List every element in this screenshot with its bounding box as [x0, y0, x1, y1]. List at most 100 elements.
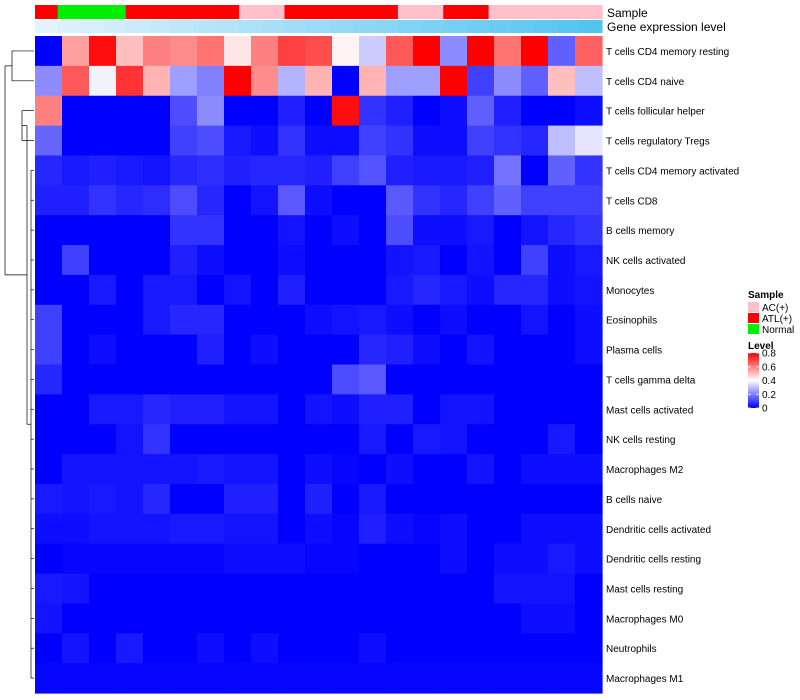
heatmap-cell — [467, 394, 495, 425]
heatmap-cell — [197, 633, 225, 664]
heatmap-cell — [359, 304, 387, 336]
heatmap-cell — [35, 304, 63, 336]
heatmap-cell — [548, 573, 576, 605]
sample-annotation-cell — [216, 5, 240, 19]
row-label: Neutrophils — [606, 644, 657, 655]
heatmap-cell — [332, 245, 360, 276]
heatmap-cell — [116, 454, 144, 485]
heatmap-cell — [278, 155, 306, 186]
heatmap-cell — [305, 215, 333, 246]
heatmap-cell — [170, 394, 198, 425]
level-tick-label: 0.8 — [762, 349, 776, 360]
heatmap-cell — [197, 543, 225, 575]
heatmap-cell — [494, 633, 522, 664]
heatmap-cell — [359, 513, 387, 545]
heatmap-cell — [386, 155, 414, 186]
heatmap-cell — [413, 454, 441, 485]
sample-annotation-cell — [488, 5, 512, 19]
heatmap-cell — [494, 125, 522, 157]
heatmap-cell — [305, 424, 333, 455]
sample-annotation-cell — [148, 5, 172, 19]
row-label: NK cells resting — [606, 435, 675, 446]
heatmap-cell — [440, 394, 468, 425]
heatmap-cell — [305, 304, 333, 336]
heatmap-cell — [440, 95, 468, 127]
heatmap-cell — [440, 454, 468, 485]
heatmap-cell — [116, 483, 144, 515]
heatmap-cell — [521, 36, 549, 67]
expression-annotation-cell — [443, 20, 467, 33]
heatmap-cell — [521, 513, 549, 545]
heatmap-cell — [359, 394, 387, 425]
heatmap-cell — [575, 215, 603, 246]
heatmap-cell — [521, 65, 549, 97]
sample-annotation-cell — [556, 5, 580, 19]
heatmap-cell — [521, 424, 549, 455]
heatmap-cell — [35, 603, 63, 634]
heatmap-cell — [386, 304, 414, 336]
heatmap-cell — [386, 245, 414, 276]
heatmap-cell — [143, 36, 171, 67]
heatmap-cell — [413, 185, 441, 216]
expression-annotation-cell — [329, 20, 354, 33]
heatmap-cell — [251, 36, 279, 67]
heatmap-cell — [332, 513, 360, 545]
heatmap-cell — [251, 185, 279, 216]
heatmap-cell — [197, 603, 225, 634]
heatmap-cell — [386, 95, 414, 127]
heatmap-cell — [89, 155, 117, 186]
heatmap-cell — [224, 394, 252, 425]
row-label: Dendritic cells resting — [606, 555, 701, 566]
heatmap-cell — [359, 245, 387, 276]
heatmap-cell — [170, 65, 198, 97]
heatmap-cell — [386, 454, 414, 485]
heatmap-cell — [575, 364, 603, 395]
heatmap-cell — [89, 125, 117, 157]
heatmap-cell — [35, 394, 63, 425]
heatmap-cell — [386, 424, 414, 455]
heatmap-cell — [359, 663, 387, 694]
heatmap-cell — [89, 65, 117, 97]
heatmap-cell — [35, 454, 63, 485]
heatmap-cell — [62, 663, 90, 694]
heatmap-cell — [89, 573, 117, 605]
heatmap-cell — [386, 483, 414, 515]
heatmap-cell — [62, 95, 90, 127]
heatmap-cell — [521, 125, 549, 157]
heatmap-cell — [251, 65, 279, 97]
heatmap-cell — [116, 364, 144, 395]
heatmap-cell — [89, 274, 117, 306]
heatmap-cell — [575, 125, 603, 157]
expression-annotation-cell — [352, 20, 376, 33]
heatmap-cell — [251, 424, 279, 455]
heatmap-cell — [251, 245, 279, 276]
heatmap-cell — [305, 36, 333, 67]
heatmap-cell — [548, 274, 576, 306]
expression-annotation-cell — [261, 20, 286, 33]
heatmap-cell — [197, 274, 225, 306]
heatmap-cell — [413, 573, 441, 605]
heatmap-cell — [413, 364, 441, 395]
heatmap-cell — [467, 663, 495, 694]
heatmap-cell — [35, 364, 63, 395]
heatmap-cell — [143, 424, 171, 455]
heatmap-cell — [251, 274, 279, 306]
heatmap-cell — [224, 603, 252, 634]
heatmap-cell — [440, 185, 468, 216]
heatmap-cell — [89, 663, 117, 694]
heatmap-cell — [89, 36, 117, 67]
heatmap-cell — [116, 603, 144, 634]
expression-annotation-cell — [125, 20, 149, 33]
heatmap-cell — [332, 394, 360, 425]
heatmap-cell — [413, 215, 441, 246]
heatmap-cell — [305, 364, 333, 395]
heatmap-cell — [386, 543, 414, 575]
sample-annotation-cell — [125, 5, 149, 19]
row-label: Eosinophils — [606, 316, 657, 327]
heatmap-cell — [413, 304, 441, 336]
heatmap-cell — [494, 185, 522, 216]
heatmap-cell — [305, 633, 333, 664]
heatmap-cell — [305, 543, 333, 575]
heatmap-cell — [89, 454, 117, 485]
heatmap-cell — [494, 334, 522, 366]
